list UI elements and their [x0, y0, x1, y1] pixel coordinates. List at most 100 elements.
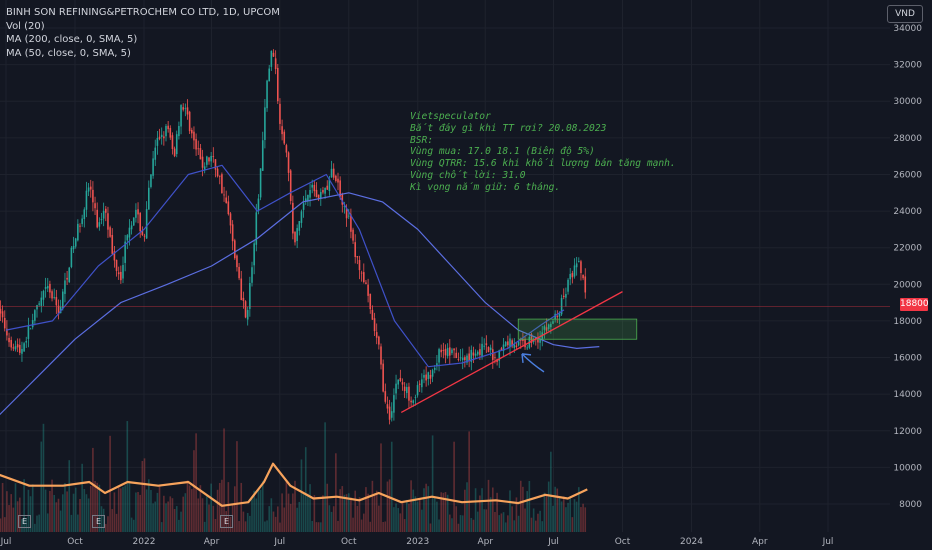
candle-body [184, 108, 187, 109]
volume-bar [530, 517, 533, 532]
ma200-line [0, 192, 600, 416]
volume-bar [472, 519, 475, 532]
earnings-marker[interactable]: E [92, 515, 105, 528]
candle-body [433, 367, 436, 370]
ma50-indicator-label[interactable]: MA (50, close, 0, SMA, 5) [6, 47, 131, 59]
candle-body [517, 341, 520, 346]
volume-bar [474, 488, 477, 532]
volume-bar [268, 506, 270, 532]
symbol-title[interactable]: BINH SON REFINING&PETROCHEM CO LTD, 1D, … [6, 7, 280, 18]
grid-lines [0, 0, 890, 532]
volume-bar [85, 494, 88, 532]
volume-bar [27, 489, 30, 532]
volume-bar [294, 480, 296, 532]
volume-indicator-label[interactable]: Vol (20) [6, 20, 45, 32]
volume-bar [461, 515, 464, 532]
price-axis[interactable]: 8000 10000 12000 14000 16000 18000 20000 22000 2… [893, 24, 922, 510]
volume-bar [367, 493, 369, 532]
volume-bar [180, 511, 182, 532]
candle-body [70, 247, 73, 268]
candle-body [175, 134, 178, 155]
volume-bar [160, 522, 163, 532]
volume-bar [384, 521, 387, 532]
candle-body [418, 383, 421, 385]
earnings-marker[interactable]: E [220, 515, 233, 528]
volume-bar [163, 495, 165, 532]
ma200-indicator-label[interactable]: MA (200, close, 0, SMA, 5) [6, 34, 138, 45]
price-tick-label: 34000 [893, 24, 922, 34]
candle-body [178, 125, 180, 137]
candle-body [171, 135, 174, 149]
candle-body [19, 344, 21, 353]
time-tick-label: Jul [822, 537, 834, 547]
volume-bar [218, 482, 221, 532]
currency-selector[interactable]: VND [887, 5, 923, 23]
volume-bar [68, 460, 71, 532]
volume-bar [38, 514, 40, 532]
volume-bar [541, 521, 544, 532]
candle-body [120, 271, 122, 281]
volume-bar [227, 482, 230, 532]
volume-bar [438, 519, 440, 532]
volume-bar [257, 489, 260, 532]
candle-body [249, 283, 251, 309]
candle-body [388, 406, 391, 420]
volume-bar [173, 508, 176, 532]
candle-body [416, 385, 419, 396]
volume-bar [567, 502, 569, 532]
last-price-label: 18800 [900, 298, 929, 311]
candle-body [193, 131, 195, 141]
candle-body [148, 187, 150, 210]
candle-body [257, 198, 260, 211]
price-tick-label: 28000 [893, 134, 922, 144]
note-line: Kì vọng nắm giữ: 6 tháng. [410, 181, 561, 193]
volume-bar [509, 490, 511, 532]
candle-body [14, 346, 17, 350]
candle-body [165, 125, 167, 137]
candle-body [27, 325, 30, 339]
moving-averages [0, 164, 600, 416]
volume-bar [386, 481, 389, 532]
candle-body [515, 345, 518, 347]
candle-body [274, 58, 277, 70]
candle-body [208, 157, 210, 162]
volume-bar [382, 521, 384, 532]
candle-body [145, 209, 148, 239]
candle-body [225, 197, 227, 203]
volume-bar [500, 513, 503, 532]
candle-body [380, 346, 382, 365]
volume-bar [111, 509, 114, 532]
volume-bar [547, 481, 550, 532]
volume-bar [345, 494, 348, 532]
time-axis[interactable]: Jul Oct 2022 Apr Jul Oct 2023 Apr Jul Oct 2024 Apr J… [0, 537, 833, 547]
candle-body [582, 274, 584, 279]
candle-body [429, 374, 432, 379]
volume-bar [19, 497, 21, 532]
volume-bar [281, 493, 283, 532]
candle-body [240, 278, 243, 301]
volume-bar [135, 492, 137, 532]
volume-bar [141, 461, 144, 532]
volume-bar [304, 447, 307, 532]
volume-bar [492, 487, 494, 532]
volume-bar [51, 479, 53, 532]
earnings-marker[interactable]: E [18, 515, 31, 528]
volume-bar [414, 496, 417, 532]
candle-body [57, 305, 60, 315]
time-tick-label: Jul [547, 537, 559, 547]
volume-bar [320, 522, 322, 532]
candle-body [182, 107, 184, 110]
candle-body [315, 189, 318, 198]
candle-body [53, 296, 55, 298]
candle-body [328, 179, 331, 192]
time-tick-label: Oct [341, 537, 357, 547]
candle-body [403, 386, 406, 392]
volume-bar [270, 498, 273, 532]
volume-bar [246, 512, 249, 532]
volume-bar [380, 443, 382, 532]
volume-bar [343, 494, 346, 532]
note-line: Vùng chốt lời: 31.0 [410, 169, 526, 181]
candle-body [259, 168, 262, 198]
volume-bar [169, 496, 172, 532]
